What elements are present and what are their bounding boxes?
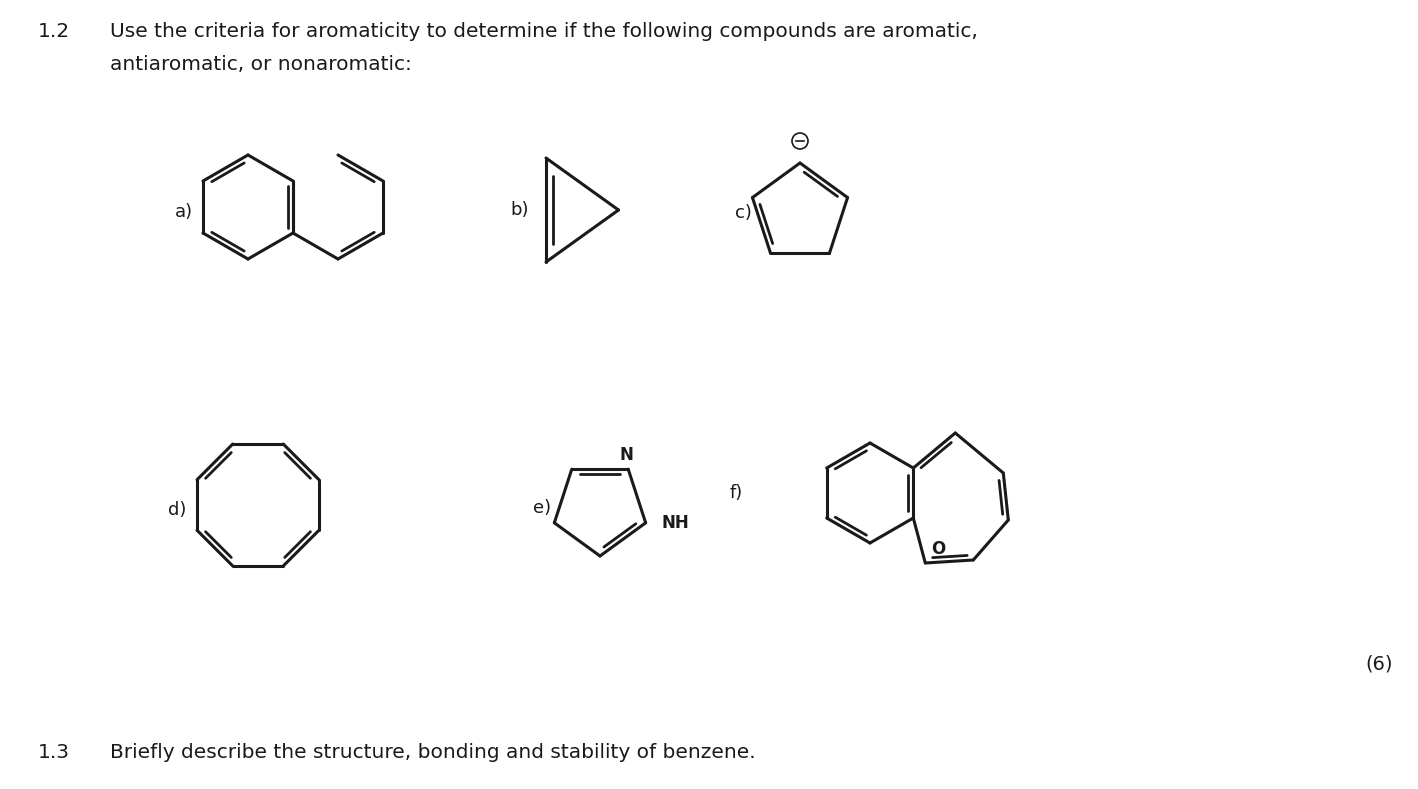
Text: f): f) bbox=[730, 484, 743, 502]
Text: O: O bbox=[932, 540, 946, 558]
Text: b): b) bbox=[510, 201, 529, 219]
Text: 1.2: 1.2 bbox=[38, 22, 69, 41]
Text: a): a) bbox=[174, 203, 193, 221]
Text: antiaromatic, or nonaromatic:: antiaromatic, or nonaromatic: bbox=[111, 55, 411, 74]
Text: Use the criteria for aromaticity to determine if the following compounds are aro: Use the criteria for aromaticity to dete… bbox=[111, 22, 978, 41]
Text: (6): (6) bbox=[1366, 655, 1392, 674]
Text: NH: NH bbox=[662, 514, 689, 532]
Text: d): d) bbox=[167, 501, 186, 519]
Text: N: N bbox=[620, 446, 634, 464]
Text: Briefly describe the structure, bonding and stability of benzene.: Briefly describe the structure, bonding … bbox=[111, 743, 756, 762]
Text: e): e) bbox=[533, 499, 552, 517]
Text: c): c) bbox=[735, 204, 752, 222]
Text: 1.3: 1.3 bbox=[38, 743, 69, 762]
